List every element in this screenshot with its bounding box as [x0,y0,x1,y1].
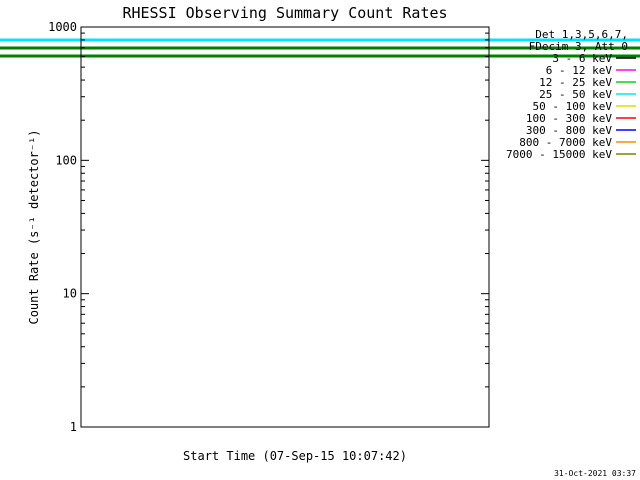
legend-entry-label: 3 - 6 keV [552,52,612,65]
legend-entry-label: 300 - 800 keV [526,124,612,137]
legend: Det 1,3,5,6,7,FDecim 3, Att 03 - 6 keV6 … [506,28,636,161]
y-tick-label: 10 [63,287,77,301]
y-tick-label: 100 [55,153,77,167]
legend-header: FDecim 3, Att 0 [529,40,628,53]
time-stamp: 31-Oct-2021 03:37 [554,469,636,478]
chart-title: RHESSI Observing Summary Count Rates [122,4,447,22]
y-tick-label: 1000 [48,20,77,34]
y-axis-title: Count Rate (s⁻¹ detector⁻¹) [27,129,41,324]
legend-entry-label: 800 - 7000 keV [519,136,612,149]
axes: 110100100010:1510:3010:4511:0011:1511:30… [48,20,490,434]
flag-bars: NRD0RD6 [0,38,640,58]
legend-header: Det 1,3,5,6,7, [535,28,628,41]
legend-entry-label: 50 - 100 keV [533,100,613,113]
plot-frame [80,26,490,428]
legend-entry-label: 6 - 12 keV [546,64,613,77]
x-axis-title: Start Time (07-Sep-15 10:07:42) [183,449,407,463]
legend-entry-label: 7000 - 15000 keV [506,148,612,161]
legend-entry-label: 12 - 25 keV [539,76,612,89]
legend-entry-label: 100 - 300 keV [526,112,612,125]
legend-entry-label: 25 - 50 keV [539,88,612,101]
y-tick-label: 1 [70,420,77,434]
